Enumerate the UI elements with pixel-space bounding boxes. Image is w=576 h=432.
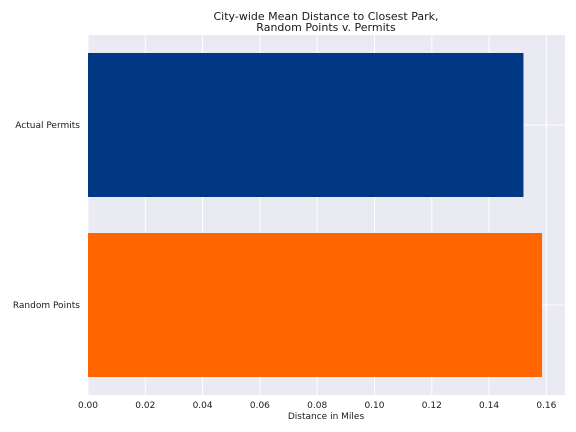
x-tick-label: 0.10 bbox=[364, 401, 384, 411]
x-tick-labels: 0.00 0.02 0.04 0.06 0.08 0.10 0.12 0.14 0.16 bbox=[78, 401, 557, 411]
y-tick-label: Actual Permits bbox=[15, 121, 80, 131]
x-tick-label: 0.14 bbox=[479, 401, 499, 411]
bars bbox=[88, 53, 543, 377]
x-tick-label: 0.16 bbox=[536, 401, 556, 411]
x-tick-label: 0.00 bbox=[78, 401, 98, 411]
x-tick-label: 0.02 bbox=[135, 401, 155, 411]
x-tick-label: 0.08 bbox=[307, 401, 327, 411]
x-tick-label: 0.12 bbox=[422, 401, 442, 411]
y-tick-label: Random Points bbox=[13, 301, 80, 311]
chart-title-line-2: Random Points v. Permits bbox=[256, 21, 396, 34]
bar-random-points bbox=[88, 233, 543, 377]
x-tick-label: 0.06 bbox=[250, 401, 270, 411]
x-tick-label: 0.04 bbox=[193, 401, 213, 411]
bar-actual-permits bbox=[88, 53, 524, 197]
y-tick-labels: Actual Permits Random Points bbox=[13, 121, 80, 311]
chart-title-line-1: City-wide Mean Distance to Closest Park, bbox=[213, 10, 438, 23]
x-axis-label: Distance in Miles bbox=[288, 412, 365, 422]
